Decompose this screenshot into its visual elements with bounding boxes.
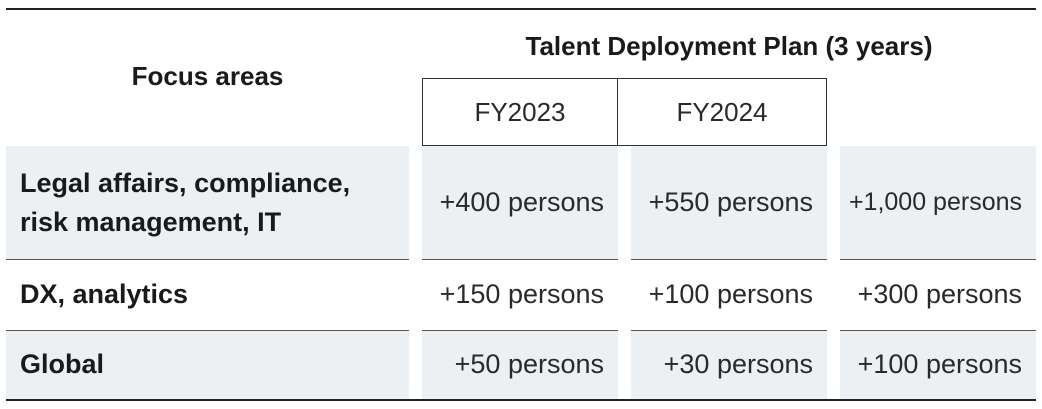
total-value: +1,000 persons xyxy=(848,188,1022,216)
row-divider xyxy=(631,330,827,331)
table-row-label: Legal affairs, compliance, risk manageme… xyxy=(6,146,409,259)
table-row-label: DX, analytics xyxy=(20,279,189,309)
row-label-line: risk management, IT xyxy=(20,206,282,237)
row-divider xyxy=(840,330,1036,331)
table-cell-fy2024: +550 persons xyxy=(631,146,827,259)
row-divider xyxy=(6,330,409,331)
row-label-line: Legal affairs, compliance, xyxy=(20,167,351,198)
row-divider xyxy=(6,259,409,260)
table-cell-fy2023: +150 persons xyxy=(439,279,604,309)
table-cell-fy2023: +50 persons xyxy=(422,330,618,399)
table-top-rule xyxy=(6,8,1036,10)
table-cell-fy2024: +30 persons xyxy=(631,330,827,399)
table-cell-fy2024: +100 persons xyxy=(648,279,813,309)
focus-areas-header: Focus areas xyxy=(131,60,284,91)
row-divider xyxy=(840,259,1036,260)
table-row-label: Global xyxy=(6,330,409,399)
row-divider xyxy=(422,259,618,260)
year-header-fy2023: FY2023 xyxy=(422,78,618,146)
table-cell-total: +1,000 persons xyxy=(840,146,1036,259)
row-divider xyxy=(422,330,618,331)
table-cell-fy2023: +400 persons xyxy=(422,146,618,259)
table-cell-total: +300 persons xyxy=(857,279,1022,309)
table-cell-total: +100 persons xyxy=(840,330,1036,399)
row-divider xyxy=(631,259,827,260)
plan-title-header: Talent Deployment Plan (3 years) xyxy=(525,30,933,61)
table-bottom-rule xyxy=(6,399,1036,401)
year-header-fy2024: FY2024 xyxy=(617,78,827,146)
